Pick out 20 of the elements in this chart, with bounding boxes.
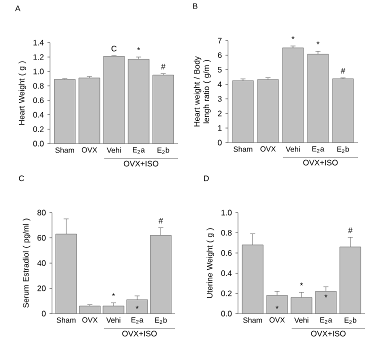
bar (332, 78, 354, 144)
bar (340, 246, 362, 314)
bar (242, 244, 264, 314)
bar (78, 78, 100, 144)
bar (126, 300, 148, 314)
bar (55, 234, 77, 314)
bar (257, 79, 279, 144)
bar (103, 56, 125, 144)
bar (150, 235, 172, 314)
bar (79, 306, 101, 314)
bar (232, 80, 254, 144)
bar (282, 48, 304, 144)
bar (290, 297, 312, 314)
bar (54, 79, 76, 144)
bar (315, 291, 337, 314)
bar (152, 75, 174, 144)
bar (266, 295, 288, 314)
bar (128, 59, 150, 144)
bar (307, 54, 329, 144)
bar (102, 306, 124, 314)
